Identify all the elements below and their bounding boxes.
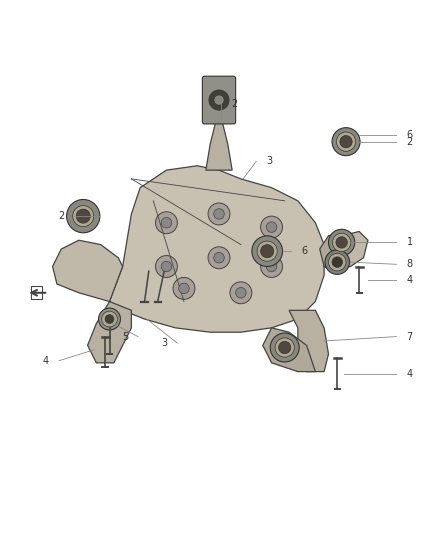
Text: 4: 4: [406, 369, 413, 379]
Circle shape: [214, 209, 224, 219]
Circle shape: [261, 245, 274, 258]
Text: 4: 4: [43, 356, 49, 366]
Circle shape: [275, 338, 294, 357]
Text: 2: 2: [406, 136, 413, 147]
Circle shape: [67, 199, 100, 233]
Polygon shape: [263, 328, 315, 372]
Circle shape: [332, 233, 351, 252]
Text: 6: 6: [406, 130, 413, 140]
Circle shape: [261, 255, 283, 278]
Circle shape: [332, 257, 343, 268]
Circle shape: [76, 209, 90, 223]
Circle shape: [266, 261, 277, 272]
Circle shape: [252, 236, 283, 266]
Circle shape: [179, 283, 189, 294]
Circle shape: [209, 90, 229, 110]
Polygon shape: [289, 310, 328, 372]
Polygon shape: [110, 166, 324, 332]
Circle shape: [230, 282, 252, 304]
Circle shape: [73, 206, 94, 227]
Circle shape: [336, 237, 347, 248]
Circle shape: [261, 216, 283, 238]
Text: 3: 3: [266, 156, 272, 166]
Text: 5: 5: [122, 332, 128, 342]
FancyBboxPatch shape: [202, 76, 236, 124]
Circle shape: [328, 253, 346, 271]
Circle shape: [328, 229, 355, 255]
Circle shape: [340, 135, 352, 148]
Circle shape: [336, 132, 356, 151]
Text: 6: 6: [301, 246, 307, 256]
Circle shape: [161, 217, 172, 228]
Circle shape: [279, 342, 291, 354]
Polygon shape: [53, 240, 123, 302]
Circle shape: [214, 95, 224, 105]
Circle shape: [208, 203, 230, 225]
Circle shape: [99, 308, 120, 330]
Text: 2: 2: [58, 211, 64, 221]
Text: 8: 8: [406, 260, 413, 269]
Circle shape: [161, 261, 172, 272]
Circle shape: [208, 247, 230, 269]
Circle shape: [270, 333, 299, 362]
Circle shape: [155, 255, 177, 278]
Polygon shape: [88, 302, 131, 363]
Polygon shape: [324, 231, 368, 271]
Circle shape: [173, 278, 195, 300]
Circle shape: [102, 311, 117, 327]
Circle shape: [266, 222, 277, 232]
Text: 2: 2: [231, 100, 237, 109]
Circle shape: [325, 250, 350, 274]
Polygon shape: [206, 109, 232, 170]
Text: 4: 4: [406, 274, 413, 285]
Text: 1: 1: [406, 237, 413, 247]
Polygon shape: [320, 231, 350, 266]
Circle shape: [236, 287, 246, 298]
Text: 7: 7: [406, 332, 413, 342]
Circle shape: [332, 128, 360, 156]
Circle shape: [214, 253, 224, 263]
Text: 3: 3: [161, 338, 167, 348]
Circle shape: [257, 241, 277, 261]
Circle shape: [105, 314, 114, 324]
Circle shape: [155, 212, 177, 233]
